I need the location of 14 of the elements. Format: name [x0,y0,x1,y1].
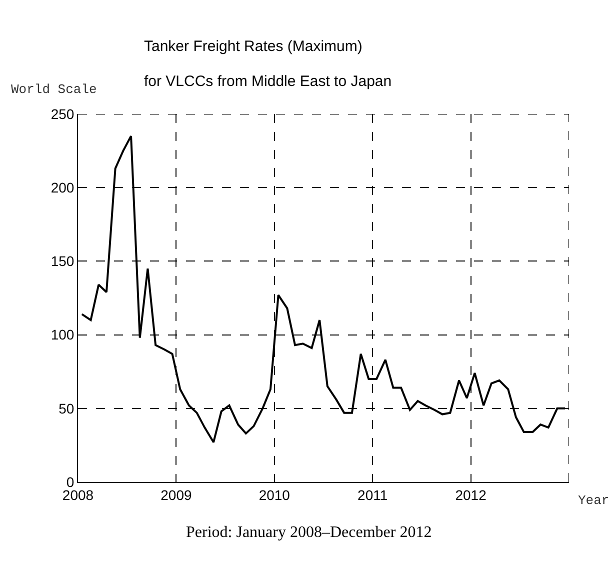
y-tick-label: 150 [50,253,74,270]
y-tick-label: 200 [50,180,74,196]
x-tick-label: 2012 [455,486,487,503]
x-tick-label: 2011 [358,486,388,503]
text: Period: January 2008–December 2012 [186,524,432,541]
x-tick-label: 2010 [258,486,290,503]
y-tick-label: 50 [58,400,74,416]
x-axis-title: Year [578,493,610,508]
chart-subtitle: for VLCCs from Middle East to Japan [144,73,392,90]
x-tick-label: 2009 [160,486,192,503]
y-tick-label: 100 [50,326,74,343]
y-tick-label: 250 [50,106,74,122]
y-axis-title: World Scale [11,82,97,97]
chart-title: Tanker Freight Rates (Maximum) [144,38,362,55]
